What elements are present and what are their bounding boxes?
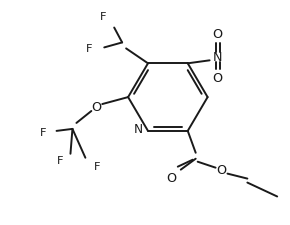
Text: F: F bbox=[94, 162, 101, 172]
Text: O: O bbox=[166, 172, 176, 185]
Text: O: O bbox=[216, 164, 226, 177]
Text: N: N bbox=[213, 51, 222, 64]
Text: N: N bbox=[134, 123, 143, 136]
Text: F: F bbox=[57, 156, 64, 166]
Text: O: O bbox=[213, 72, 223, 85]
Text: F: F bbox=[40, 128, 47, 138]
Text: O: O bbox=[91, 101, 101, 114]
Text: O: O bbox=[213, 28, 223, 41]
Text: F: F bbox=[86, 44, 92, 54]
Text: F: F bbox=[100, 12, 106, 22]
